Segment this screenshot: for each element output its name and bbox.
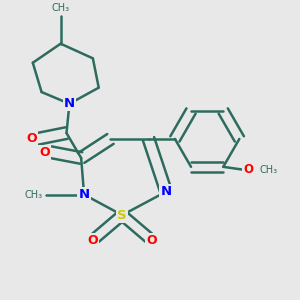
- Text: CH₃: CH₃: [52, 3, 70, 13]
- Text: O: O: [39, 146, 50, 159]
- Text: N: N: [160, 185, 172, 198]
- Text: CH₃: CH₃: [25, 190, 43, 200]
- Text: O: O: [88, 233, 98, 247]
- Text: O: O: [243, 163, 253, 176]
- Text: S: S: [117, 208, 127, 222]
- Text: N: N: [79, 188, 90, 201]
- Text: O: O: [26, 132, 37, 146]
- Text: CH₃: CH₃: [260, 165, 278, 175]
- Text: N: N: [64, 97, 75, 110]
- Text: O: O: [146, 233, 157, 247]
